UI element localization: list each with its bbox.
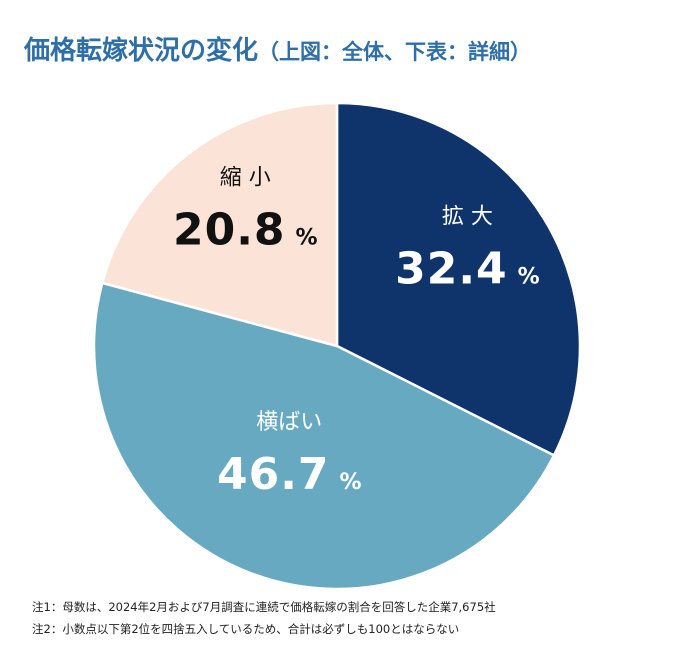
footnotes: 注1：母数は、2024年2月および7月調査に連続で価格転嫁の割合を回答した企業7… [32,596,496,640]
slice-label-1: 横ばい [256,410,322,435]
pie-slice-2 [101,101,339,348]
pie-slice-1 [92,281,556,591]
slice-label-0: 拡 大 [442,205,493,230]
slice-value-1: 46.7% [217,449,362,500]
pie-slice-0 [335,101,582,457]
slice-value-0: 32.4% [395,244,540,295]
title-main: 価格転嫁状況の変化 [24,36,259,66]
footnote-1: 注1：母数は、2024年2月および7月調査に連続で価格転嫁の割合を回答した企業7… [32,600,496,614]
pie-labels: 拡 大 32.4 % 横ばい 46.7 % 縮 小 20.8% [173,165,540,500]
footnote-2: 注2：小数点以下第2位を四捨五入しているため、合計は必ずしも100とはならない [32,622,460,636]
pie-slices [92,101,582,591]
slice-value-2: 20.8% [173,204,318,255]
page-title: 価格転嫁状況の変化（上図：全体、下表：詳細） [24,30,664,67]
slice-label-2: 縮 小 [220,165,271,190]
title-sub: （上図：全体、下表：詳細） [258,40,532,64]
